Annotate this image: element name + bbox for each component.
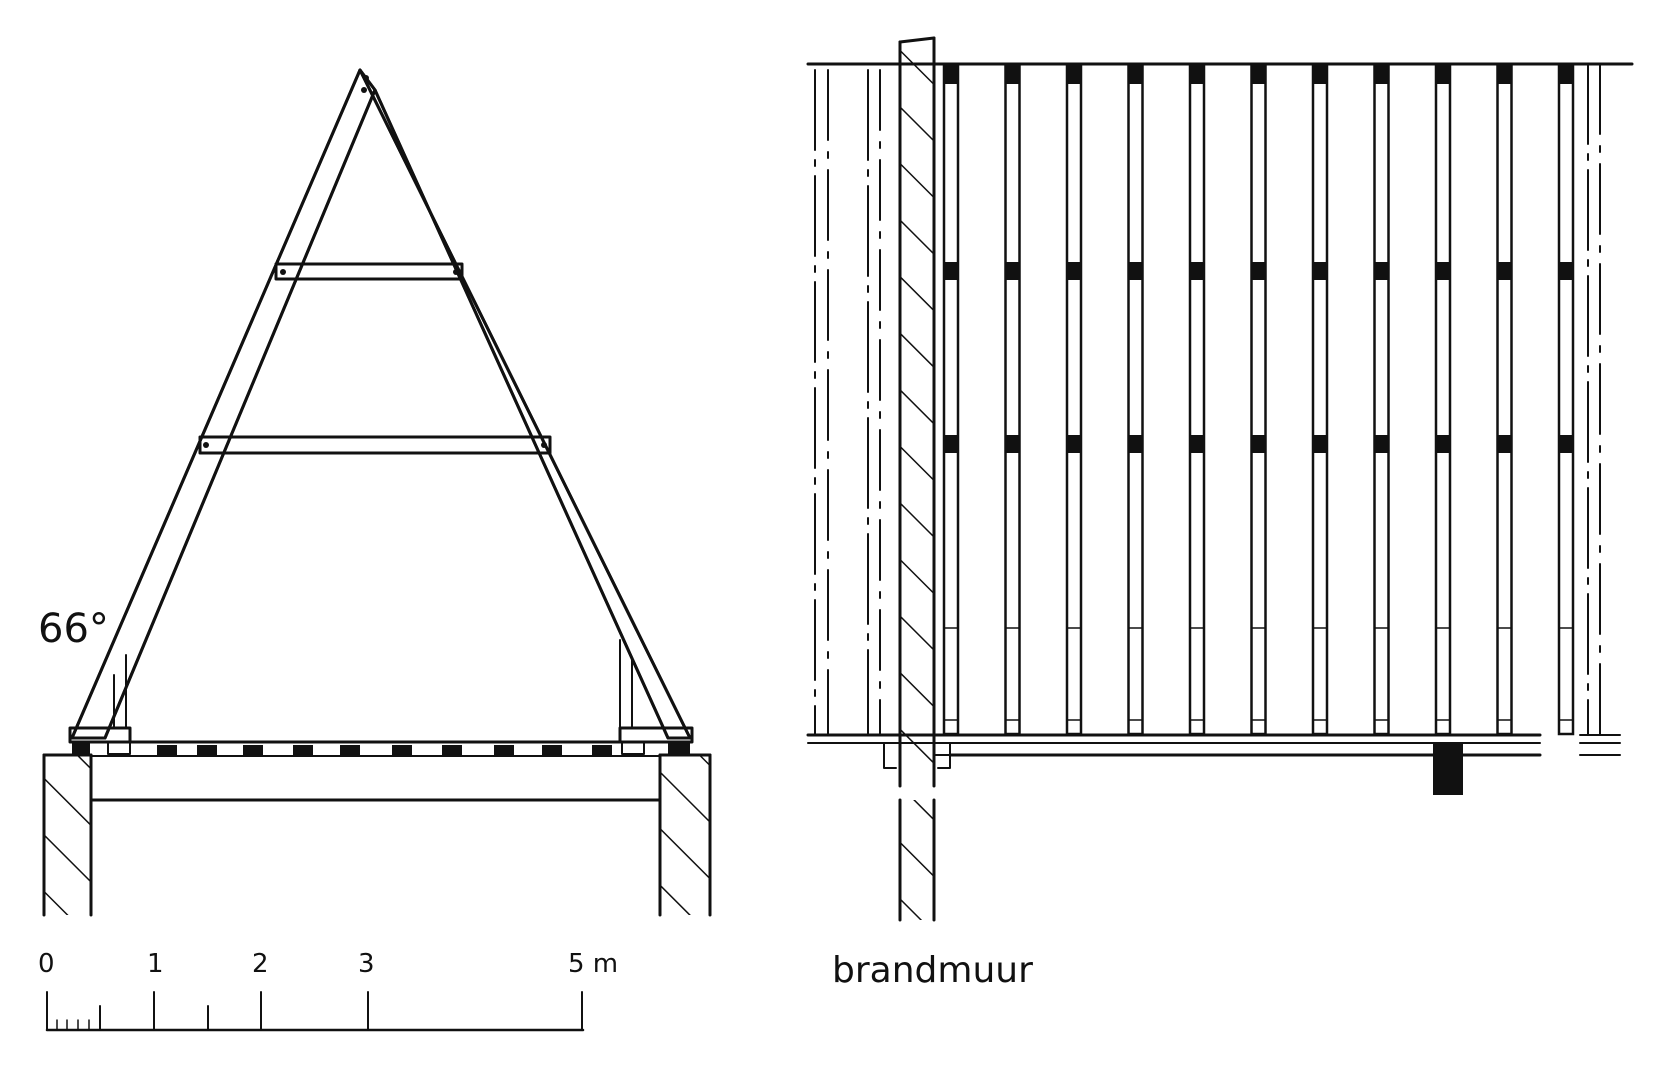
collar-beams — [198, 262, 552, 455]
cross-section: 66° — [38, 68, 712, 917]
floor-joist — [340, 745, 360, 755]
left-wall — [42, 753, 93, 917]
floor-joist — [293, 745, 313, 755]
scale-tick-0: 0 — [38, 949, 55, 979]
floor-joists — [157, 745, 612, 755]
firewall — [883, 36, 951, 922]
plan-rafter — [1434, 64, 1452, 736]
scale-tick-5m: 5 m — [568, 949, 618, 979]
section-cut-lines — [814, 63, 1601, 736]
plan-rafter — [1311, 64, 1329, 736]
floor-joist — [592, 745, 612, 755]
plan-rafter — [1250, 64, 1267, 736]
plan-view: brandmuur — [806, 36, 1634, 991]
floor-beam — [89, 740, 662, 802]
right-wall — [658, 753, 712, 917]
scale-tick-1: 1 — [147, 949, 164, 979]
rafter-feet — [68, 639, 694, 755]
rafters — [70, 68, 692, 740]
angle-label: 66° — [38, 606, 109, 652]
plan-rafter — [1065, 64, 1083, 736]
floor-joist — [494, 745, 514, 755]
post-block — [1433, 743, 1463, 795]
floor-joist — [157, 745, 177, 755]
plan-rafter — [1373, 64, 1390, 736]
scale-tick-2: 2 — [252, 949, 269, 979]
floor-joist — [392, 745, 412, 755]
floor-joist — [542, 745, 562, 755]
scale-bar: 0 1 2 3 5 m — [38, 949, 618, 1032]
plan-rafters — [942, 64, 1575, 736]
floor-joist — [243, 745, 263, 755]
firewall-label: brandmuur — [832, 950, 1033, 991]
plan-rafter — [1557, 64, 1575, 736]
plan-rafter — [942, 64, 960, 736]
scale-tick-3: 3 — [358, 949, 375, 979]
plan-rafter — [1496, 64, 1513, 736]
plan-rafter — [1188, 64, 1206, 736]
plan-rafter — [1127, 64, 1144, 736]
plan-rafter — [1004, 64, 1021, 736]
floor-joist — [197, 745, 217, 755]
floor-joist — [442, 745, 462, 755]
